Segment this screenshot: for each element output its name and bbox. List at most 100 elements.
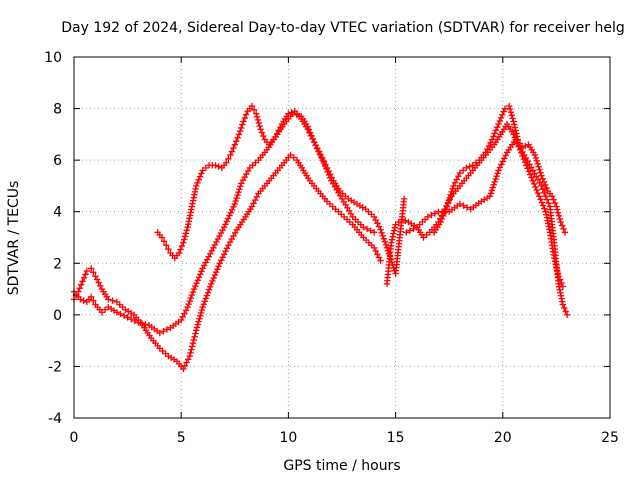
trace-track-a-14-2 bbox=[186, 297, 193, 305]
point-track-c-16 bbox=[231, 141, 238, 148]
trace-track-d-22-2 bbox=[538, 199, 546, 206]
trace-track-b-1-2 bbox=[77, 281, 85, 288]
trace-track-e-3-1 bbox=[451, 179, 459, 186]
trace-track-c-39-2 bbox=[374, 220, 381, 227]
point-track-a-18 bbox=[220, 223, 228, 231]
trace-track-d-20-1 bbox=[524, 165, 531, 172]
trace-track-e-21-1 bbox=[554, 206, 561, 213]
point-track-c-12 bbox=[212, 162, 219, 169]
point-track-b-21 bbox=[216, 260, 223, 267]
trace-track-b-18-1 bbox=[193, 324, 201, 331]
trace-track-e-17-5 bbox=[536, 166, 543, 173]
point-track-c-31 bbox=[310, 138, 318, 146]
trace-track-b-19-5 bbox=[204, 289, 212, 296]
trace-track-e-3-3 bbox=[455, 173, 462, 180]
trace-track-b-1-1 bbox=[76, 285, 83, 292]
point-track-b-20 bbox=[208, 280, 215, 288]
trace-track-f-15-1 bbox=[543, 196, 551, 203]
trace-track-a-18-2 bbox=[223, 218, 230, 225]
trace-track-a-18-6 bbox=[228, 206, 236, 213]
point-track-c-30 bbox=[304, 126, 311, 133]
trace-track-a-7-2 bbox=[120, 312, 128, 319]
trace-track-a-8-2 bbox=[131, 317, 138, 325]
trace-track-f-8-8 bbox=[494, 170, 501, 177]
trace-track-c-17-1 bbox=[236, 127, 244, 135]
trace-track-a-19-3 bbox=[234, 191, 241, 199]
point-track-b-40 bbox=[370, 244, 378, 252]
trace-track-d-22-1 bbox=[537, 196, 544, 203]
x-axis-label: GPS time / hours bbox=[283, 458, 400, 474]
point-track-c-22 bbox=[257, 126, 264, 133]
trace-track-e-18-3 bbox=[542, 181, 549, 189]
trace-track-e-8-1 bbox=[484, 145, 491, 153]
chart-title: Day 192 of 2024, Sidereal Day-to-day VTE… bbox=[61, 20, 624, 36]
trace-track-a-14-3 bbox=[187, 294, 195, 302]
trace-track-a-18-5 bbox=[227, 209, 234, 216]
x-tick-label-1: 5 bbox=[177, 430, 186, 446]
trace-track-a-13-1 bbox=[179, 313, 187, 320]
point-track-c-2 bbox=[162, 242, 170, 249]
trace-track-e-20-2 bbox=[551, 199, 559, 207]
trace-track-a-5-1 bbox=[101, 306, 109, 313]
trace-track-b-7-1 bbox=[109, 297, 116, 304]
trace-track-a-13-2 bbox=[181, 310, 188, 317]
point-track-b-2 bbox=[79, 278, 86, 285]
point-track-c-20 bbox=[248, 102, 256, 110]
point-track-b-7 bbox=[105, 296, 112, 303]
trace-track-b-19-3 bbox=[202, 295, 210, 302]
trace-track-a-14-4 bbox=[188, 291, 196, 299]
trace-track-d-1-1 bbox=[388, 236, 396, 243]
point-track-e-8 bbox=[482, 149, 489, 156]
trace-track-f-9-3 bbox=[499, 158, 506, 165]
trace-track-c-31-2 bbox=[314, 145, 321, 152]
trace-track-a-14-5 bbox=[189, 288, 197, 296]
point-track-a-5 bbox=[98, 309, 106, 316]
trace-track-d-2-1 bbox=[395, 218, 403, 226]
trace-track-b-5-3 bbox=[97, 282, 104, 290]
trace-track-b-21-1 bbox=[218, 257, 225, 264]
point-track-f-2 bbox=[424, 213, 431, 221]
point-track-a-3 bbox=[87, 293, 95, 301]
trace-track-b-17-1 bbox=[187, 349, 194, 357]
trace-track-c-6-4 bbox=[183, 227, 190, 234]
point-track-b-19 bbox=[199, 303, 206, 311]
trace-track-f-5-1 bbox=[460, 202, 467, 209]
trace-track-a-15-6 bbox=[198, 268, 205, 275]
trace-track-e-9-4 bbox=[494, 123, 501, 131]
trace-track-d-20-2 bbox=[525, 168, 533, 175]
trace-track-f-8-4 bbox=[490, 181, 497, 188]
trace-track-a-34-1 bbox=[363, 225, 371, 233]
y-tick-label-3: 2 bbox=[53, 256, 62, 272]
trace-track-b-21-3 bbox=[220, 251, 228, 258]
trace-track-b-25-2 bbox=[251, 196, 259, 204]
trace-track-e-22-2 bbox=[560, 225, 567, 233]
trace-track-c-25-3 bbox=[277, 124, 284, 131]
trace-track-b-19-2 bbox=[201, 298, 208, 305]
point-track-a-11 bbox=[156, 329, 163, 337]
point-track-b-16 bbox=[180, 365, 187, 373]
point-track-d-3 bbox=[398, 216, 406, 223]
trace-track-b-20-5 bbox=[214, 265, 221, 273]
point-track-c-17 bbox=[235, 131, 243, 138]
point-track-c-41 bbox=[383, 244, 391, 252]
point-track-b-5 bbox=[92, 272, 99, 280]
point-track-a-13 bbox=[178, 316, 185, 324]
point-track-e-10 bbox=[495, 120, 502, 128]
trace-track-b-17-4 bbox=[189, 340, 197, 347]
trace-track-e-22-1 bbox=[558, 222, 566, 229]
trace-track-a-15-4 bbox=[195, 274, 203, 281]
trace-track-b-20-1 bbox=[209, 277, 216, 285]
trace-track-f-9-5 bbox=[502, 152, 509, 159]
trace-track-a-15-5 bbox=[196, 271, 204, 278]
trace-track-e-13-3 bbox=[512, 127, 519, 134]
point-track-e-13 bbox=[510, 118, 517, 125]
trace-track-c-18-2 bbox=[243, 111, 250, 118]
point-track-c-43 bbox=[400, 195, 408, 203]
trace-track-b-40-1 bbox=[372, 247, 379, 255]
trace-track-a-19-6 bbox=[237, 183, 244, 190]
point-track-c-27 bbox=[285, 110, 292, 117]
point-track-f-8 bbox=[486, 193, 494, 200]
trace-track-f-14-2 bbox=[541, 189, 548, 197]
trace-track-b-18-3 bbox=[195, 318, 202, 325]
trace-track-d-1-2 bbox=[389, 233, 396, 240]
